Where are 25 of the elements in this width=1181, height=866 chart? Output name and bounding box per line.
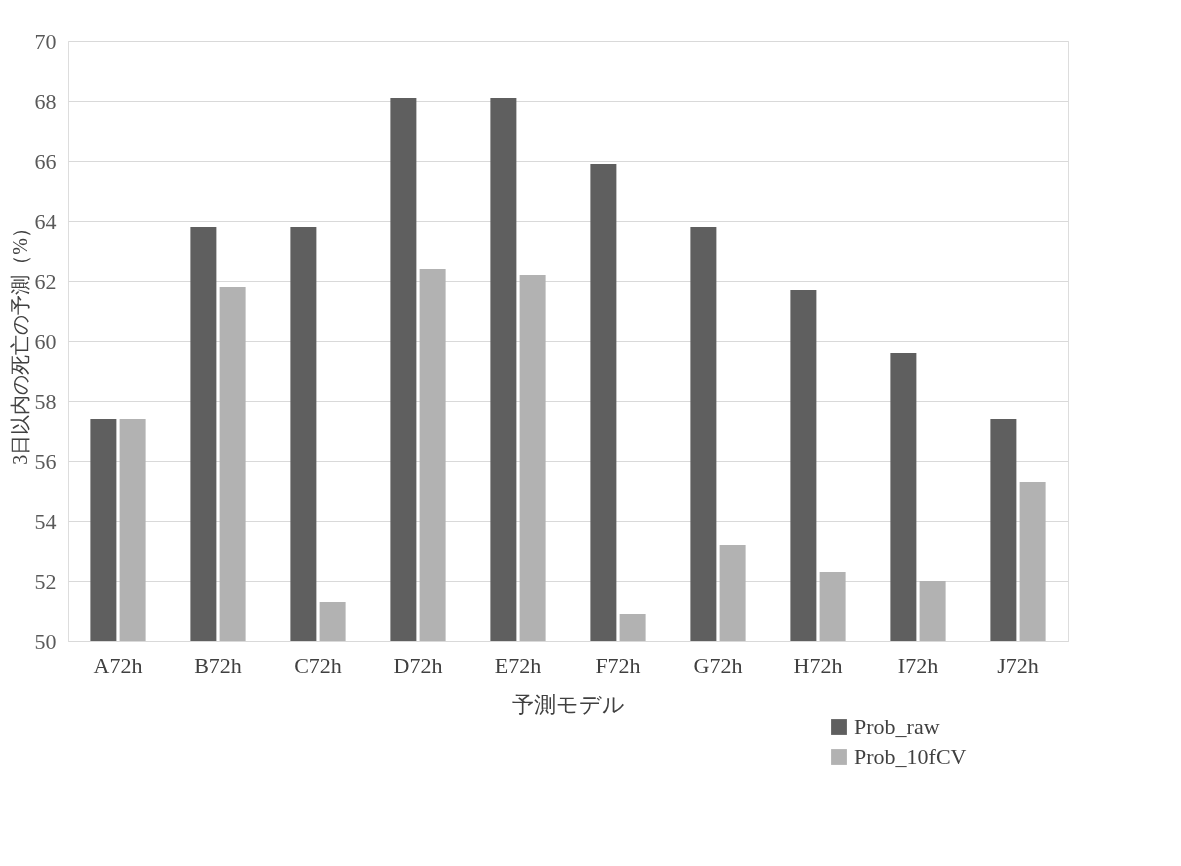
x-tick-label: C72h xyxy=(294,652,342,678)
y-tick-label: 56 xyxy=(34,448,57,474)
y-tick-label: 70 xyxy=(34,28,57,54)
x-tick-label: G72h xyxy=(693,652,743,678)
y-axis-title: 3日以内の死亡の予測（%） xyxy=(8,218,31,465)
legend-label: Prob_10fCV xyxy=(854,744,967,769)
y-tick-label: 62 xyxy=(34,268,57,294)
y-tick-label: 50 xyxy=(34,628,57,654)
x-tick-label: B72h xyxy=(194,652,242,678)
y-tick-label: 58 xyxy=(34,388,57,414)
x-tick-label: D72h xyxy=(393,652,443,678)
y-tick-label: 52 xyxy=(34,568,57,594)
x-tick-label: I72h xyxy=(897,652,939,678)
y-tick-label: 66 xyxy=(34,148,57,174)
x-tick-label: F72h xyxy=(595,652,641,678)
y-tick-label: 64 xyxy=(34,208,57,234)
x-tick-label: J72h xyxy=(997,652,1039,678)
x-tick-label: H72h xyxy=(793,652,843,678)
legend-label: Prob_raw xyxy=(854,714,940,739)
x-axis-title: 予測モデル xyxy=(512,691,625,717)
x-tick-label: E72h xyxy=(494,652,542,678)
y-tick-label: 60 xyxy=(34,328,57,354)
y-tick-label: 68 xyxy=(34,88,57,114)
y-tick-label: 54 xyxy=(34,508,57,534)
x-tick-label: A72h xyxy=(93,652,143,678)
